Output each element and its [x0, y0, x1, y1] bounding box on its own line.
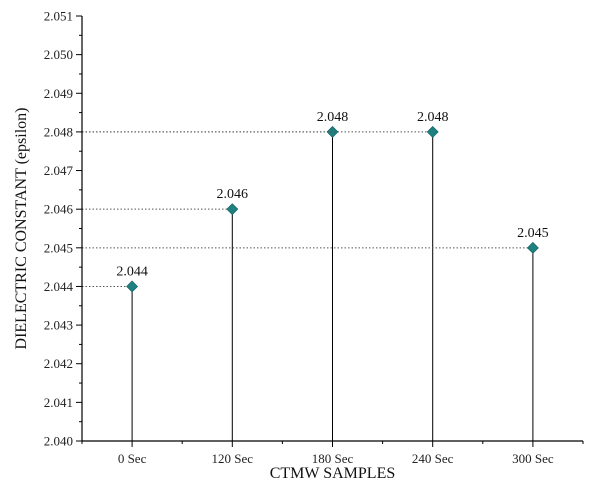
- y-tick-label: 2.047: [44, 163, 74, 178]
- y-tick-label: 2.040: [44, 434, 73, 449]
- y-tick-label: 2.051: [44, 9, 73, 24]
- data-label: 2.044: [116, 264, 148, 279]
- data-point-marker: [126, 280, 139, 293]
- plot-area: 2.044 2.046 2.048 2.048 2.045: [82, 110, 549, 441]
- x-tick-label: 300 Sec: [512, 451, 554, 466]
- y-axis-title: DIELECTRIC CONSTANT (epsilon): [13, 108, 30, 350]
- x-tick-label: 120 Sec: [212, 451, 254, 466]
- data-point-marker: [326, 125, 339, 138]
- y-tick-label: 2.043: [44, 318, 73, 333]
- data-label: 2.045: [517, 226, 549, 241]
- data-point-marker: [526, 241, 539, 254]
- data-point-marker: [226, 203, 239, 216]
- y-tick-label: 2.050: [44, 47, 73, 62]
- y-tick-label: 2.046: [44, 202, 74, 217]
- y-tick-label: 2.042: [44, 356, 73, 371]
- y-tick-label: 2.044: [44, 279, 74, 294]
- y-axis-ticks: 2.040 2.041 2.042 2.043 2.044 2.045 2.046 2.047…: [44, 9, 82, 449]
- x-tick-label: 0 Sec: [118, 451, 147, 466]
- y-tick-label: 2.041: [44, 395, 73, 410]
- y-tick-label: 2.048: [44, 124, 73, 139]
- y-tick-label: 2.049: [44, 86, 73, 101]
- data-label: 2.048: [417, 110, 449, 125]
- data-label: 2.048: [317, 110, 349, 125]
- x-tick-label: 240 Sec: [412, 451, 454, 466]
- x-tick-label: 180 Sec: [312, 451, 354, 466]
- x-axis-ticks: 0 Sec 120 Sec 180 Sec 240 Sec 300 Sec: [81, 441, 584, 466]
- x-axis-title: CTMW SAMPLES: [270, 465, 396, 482]
- y-tick-label: 2.045: [44, 240, 73, 255]
- data-point-marker: [426, 125, 439, 138]
- data-label: 2.046: [217, 187, 249, 202]
